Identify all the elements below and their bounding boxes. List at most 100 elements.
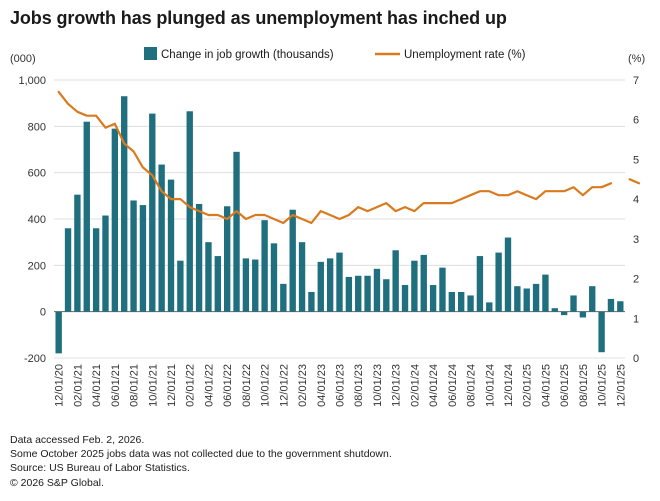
bar (55, 311, 62, 354)
bar (579, 311, 587, 318)
x-tick-label: 10/01/22 (260, 364, 272, 407)
bar (420, 254, 427, 312)
x-tick-label: 08/01/23 (353, 364, 365, 407)
bar (607, 298, 615, 312)
x-tick-label: 02/01/22 (185, 364, 197, 407)
note-source: Source: US Bureau of Labor Statistics. (10, 462, 190, 475)
bar (326, 258, 334, 312)
bar (280, 283, 287, 312)
bar (355, 275, 362, 312)
note-data-accessed: Data accessed Feb. 2, 2026. (10, 434, 145, 446)
right-tick-label: 2 (633, 274, 639, 286)
x-tick-label: 02/01/24 (409, 364, 421, 407)
x-tick-label: 10/01/24 (484, 364, 496, 407)
bar (514, 286, 521, 312)
bar (177, 260, 184, 312)
bar (532, 283, 540, 312)
bar (589, 286, 596, 312)
bar (448, 291, 456, 312)
x-tick-label: 08/01/24 (466, 364, 478, 407)
bar (205, 242, 212, 312)
bar (139, 205, 147, 312)
bar (392, 250, 399, 312)
x-tick-label: 12/01/20 (54, 364, 66, 407)
right-tick-label: 1 (633, 313, 639, 325)
bar (158, 164, 165, 312)
left-tick-label: 400 (28, 214, 46, 226)
bar (570, 295, 577, 312)
left-tick-label: 600 (28, 168, 46, 180)
x-tick-label: 06/01/23 (335, 364, 347, 407)
legend[interactable]: Change in job growth (thousands) Unemploy… (144, 47, 526, 61)
unemployment-line (628, 178, 641, 185)
chart-title: Jobs growth has plunged as unemployment … (10, 8, 507, 28)
x-tick-label: 12/01/22 (278, 364, 290, 407)
bar (261, 220, 268, 312)
right-tick-label: 0 (633, 353, 639, 365)
x-tick-label: 04/01/21 (91, 364, 103, 407)
right-tick-label: 6 (633, 115, 639, 127)
bar (504, 237, 512, 312)
x-tick-label: 02/01/25 (522, 364, 534, 407)
bar (458, 291, 465, 312)
x-tick-label: 02/01/21 (72, 364, 84, 407)
bar (336, 252, 343, 312)
bar-series (55, 96, 624, 354)
right-tick-label: 4 (633, 194, 639, 206)
bar (252, 259, 259, 312)
x-tick-label: 08/01/22 (241, 364, 253, 407)
bar (102, 215, 109, 312)
left-tick-label: 200 (28, 260, 46, 272)
bar (308, 291, 315, 312)
bar (598, 311, 605, 353)
x-axis: 12/01/20 02/01/21 04/01/21 06/01/21 08/01/21… (54, 364, 628, 407)
bar (223, 206, 231, 312)
bar (542, 274, 549, 312)
bar (523, 288, 530, 312)
bar (383, 279, 390, 312)
bar (298, 242, 306, 312)
right-tick-label: 3 (633, 234, 639, 246)
bar (439, 267, 446, 312)
x-tick-label: 04/01/23 (316, 364, 328, 407)
bar (401, 285, 409, 312)
x-tick-label: 10/01/21 (147, 364, 159, 407)
x-tick-label: 08/01/21 (129, 364, 141, 407)
bar (186, 111, 193, 312)
x-tick-label: 04/01/25 (540, 364, 552, 407)
bar (551, 308, 558, 312)
note-copyright: © 2026 S&P Global. (10, 476, 104, 489)
left-tick-label: 1,000 (18, 75, 46, 87)
x-tick-label: 12/01/25 (615, 364, 627, 407)
bar (149, 113, 156, 312)
bar (121, 96, 128, 312)
right-tick-label: 5 (633, 154, 639, 166)
left-tick-label: -200 (24, 353, 46, 365)
right-tick-label: 7 (633, 75, 639, 87)
legend-label-line: Unemployment rate (%) (404, 49, 526, 61)
x-tick-label: 12/01/23 (391, 364, 403, 407)
bar (64, 228, 72, 312)
bar (560, 311, 568, 316)
x-tick-label: 10/01/23 (372, 364, 384, 407)
x-tick-label: 04/01/22 (204, 364, 216, 407)
x-tick-label: 06/01/25 (559, 364, 571, 407)
unemployment-line (57, 90, 613, 225)
bar (411, 260, 418, 312)
bar (495, 252, 502, 312)
x-tick-label: 02/01/23 (297, 364, 309, 407)
x-tick-label: 06/01/21 (110, 364, 122, 407)
left-tick-label: 0 (40, 307, 46, 319)
bar (92, 228, 100, 312)
right-axis-unit: (%) (628, 53, 645, 65)
bar (195, 203, 203, 312)
bar (429, 285, 437, 312)
left-axis-unit: (000) (10, 53, 36, 65)
bar (364, 275, 371, 312)
bar (214, 256, 221, 312)
bar (476, 256, 484, 312)
bar (373, 268, 381, 312)
bar (74, 194, 81, 312)
bar (617, 301, 624, 312)
